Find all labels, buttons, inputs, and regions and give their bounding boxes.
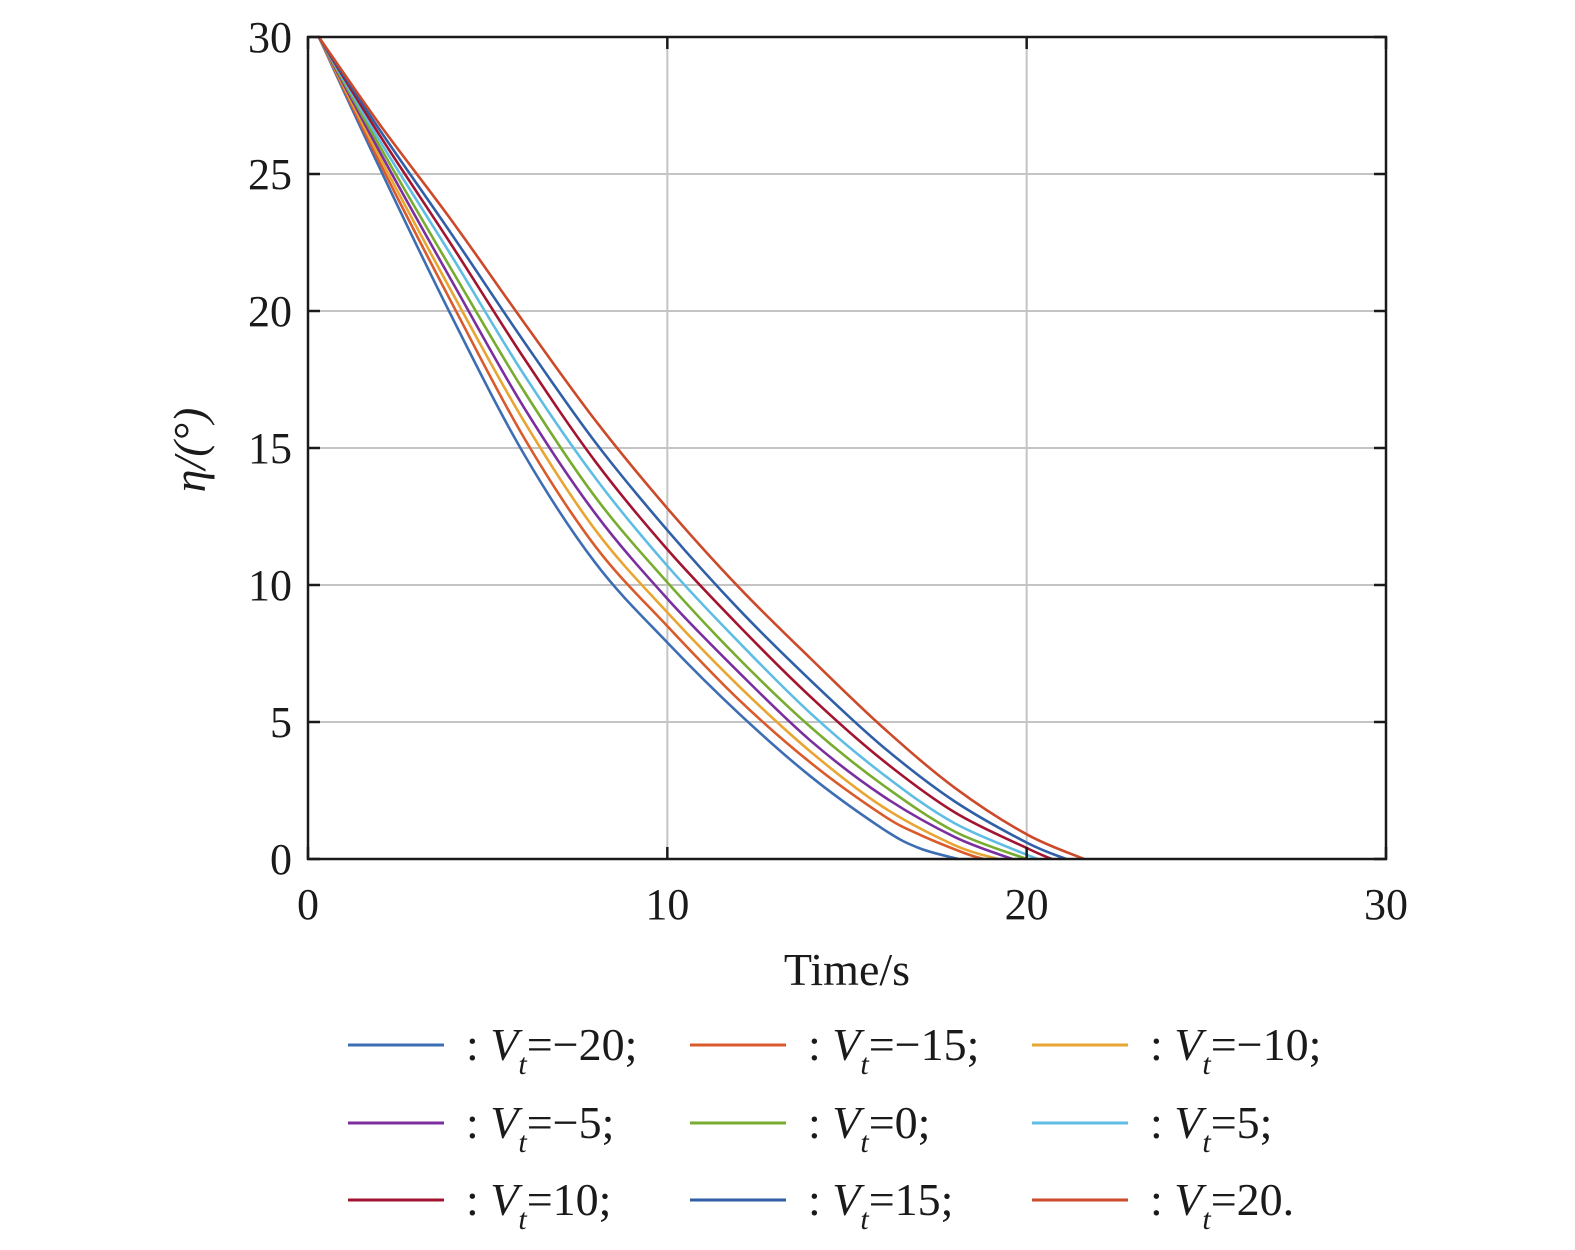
- series-line-8: [317, 36, 1067, 861]
- grid-lines: [307, 36, 1387, 860]
- axis-ticks: [306, 35, 1388, 861]
- y-tick-label: 25: [248, 150, 292, 199]
- series-line-5: [317, 36, 1028, 861]
- legend-label: : Vt=20.: [1150, 1174, 1294, 1236]
- legend-label: : Vt=5;: [1150, 1097, 1272, 1159]
- series-line-6: [317, 36, 1038, 861]
- legend-label: : Vt=−5;: [466, 1097, 614, 1159]
- legend-label: : Vt=10;: [466, 1174, 611, 1236]
- x-axis-title: Time/s: [784, 944, 910, 995]
- series-line-4: [317, 36, 1013, 861]
- series-lines: [317, 36, 1085, 861]
- series-line-3: [317, 36, 999, 861]
- y-tick-label: 10: [248, 561, 292, 610]
- y-axis-title: η/(°): [164, 408, 215, 493]
- series-line-9: [317, 36, 1085, 861]
- legend-label: : Vt=−10;: [1150, 1019, 1321, 1081]
- y-tick-label: 30: [248, 13, 292, 62]
- x-tick-label: 10: [645, 880, 689, 929]
- legend-label: : Vt=15;: [808, 1174, 953, 1236]
- legend-label: : Vt=−20;: [466, 1019, 637, 1081]
- tick-labels: 0 10 20 30 0 5 10 15 20 25 30: [248, 13, 1408, 929]
- series-line-2: [317, 36, 984, 861]
- y-tick-label: 5: [270, 698, 292, 747]
- legend: : Vt=−20; : Vt=−15; : Vt=−10; : Vt=−5; : Vt=…: [348, 1019, 1321, 1236]
- x-tick-label: 0: [297, 880, 319, 929]
- series-line-1: [317, 36, 959, 861]
- y-tick-label: 15: [248, 424, 292, 473]
- series-line-7: [317, 36, 1053, 861]
- y-tick-label: 20: [248, 287, 292, 336]
- y-tick-label: 0: [270, 835, 292, 884]
- x-tick-label: 20: [1005, 880, 1049, 929]
- legend-label: : Vt=0;: [808, 1097, 930, 1159]
- legend-label: : Vt=−15;: [808, 1019, 979, 1081]
- x-tick-label: 30: [1364, 880, 1408, 929]
